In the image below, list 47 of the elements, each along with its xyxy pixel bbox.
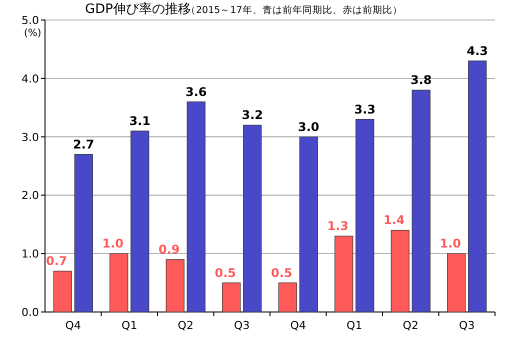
bar: [110, 253, 128, 312]
data-label: 0.7: [46, 254, 68, 268]
data-label: 4.3: [466, 44, 488, 58]
data-label: 3.8: [410, 73, 432, 88]
x-tick-label: Q1: [346, 319, 362, 332]
data-label: 3.2: [242, 108, 264, 122]
data-label: 1.0: [440, 236, 462, 251]
data-label: 3.3: [354, 102, 376, 116]
bar: [468, 60, 487, 312]
x-tick-label: Q2: [178, 319, 194, 332]
data-label: 3.6: [185, 84, 207, 99]
bar: [166, 259, 184, 312]
x-tick-label: Q4: [65, 319, 81, 332]
data-label: 1.0: [102, 236, 124, 251]
data-label: 3.1: [129, 114, 151, 128]
x-tick-label: Q3: [459, 319, 475, 332]
data-label: 0.5: [214, 266, 236, 280]
y-axis-title: (%): [24, 28, 42, 39]
data-label: 3.0: [298, 120, 320, 134]
bar: [356, 118, 374, 312]
bar: [447, 253, 466, 312]
bar: [74, 154, 93, 312]
bar: [243, 124, 262, 312]
bar: [412, 90, 430, 312]
data-label: 1.3: [327, 219, 349, 234]
bar: [390, 230, 410, 312]
data-label: 0.9: [158, 242, 180, 256]
x-tick-label: Q1: [122, 319, 138, 332]
bar: [53, 270, 72, 312]
x-tick-label: Q2: [402, 319, 418, 332]
bar: [334, 236, 354, 312]
x-tick-label: Q4: [290, 319, 306, 332]
data-label: 1.4: [383, 213, 405, 228]
x-tick-label: Q3: [234, 319, 250, 332]
bar: [130, 130, 150, 312]
y-tick-label: 2.0: [22, 189, 39, 202]
y-tick-label: 0.0: [22, 306, 39, 319]
bar: [222, 282, 241, 312]
bar: [186, 101, 206, 312]
bar: [299, 136, 318, 312]
data-label: 2.7: [72, 137, 94, 152]
y-tick-label: 1.0: [22, 248, 39, 261]
data-label: 0.5: [270, 266, 292, 280]
y-tick-label: 4.0: [22, 72, 39, 86]
y-tick-label: 3.0: [22, 130, 39, 144]
bar: [278, 282, 297, 312]
y-tick-label: 5.0: [22, 14, 39, 27]
